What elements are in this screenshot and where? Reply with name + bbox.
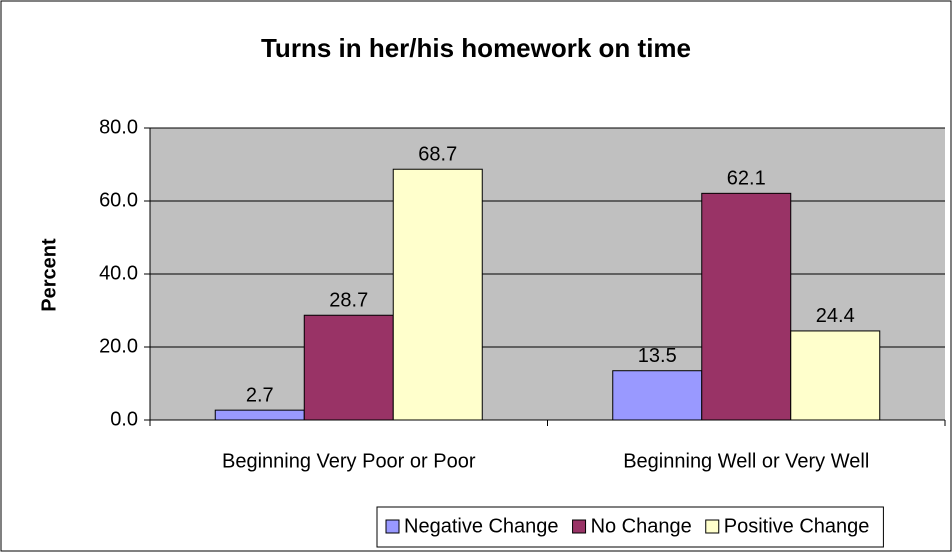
y-tick-label: 20.0 — [99, 335, 138, 357]
legend-label: Negative Change — [404, 515, 559, 537]
y-tick-label: 0.0 — [110, 408, 138, 430]
x-tick-label: Beginning Well or Very Well — [623, 450, 869, 472]
data-label: 28.7 — [329, 290, 368, 312]
data-label: 24.4 — [816, 305, 855, 327]
chart-title: Turns in her/his homework on time — [261, 33, 691, 63]
bar — [701, 192, 792, 421]
data-label: 68.7 — [418, 144, 457, 166]
data-label: 2.7 — [246, 384, 274, 406]
legend-label: No Change — [591, 515, 692, 537]
y-axis-label: Percent — [38, 238, 60, 312]
y-tick-label: 60.0 — [99, 189, 138, 211]
legend-label: Positive Change — [724, 515, 870, 537]
data-label: 62.1 — [727, 168, 766, 190]
bar — [214, 409, 305, 421]
bar — [392, 168, 483, 421]
y-tick-label: 80.0 — [99, 116, 138, 138]
bar — [612, 370, 703, 421]
bar — [303, 314, 394, 421]
legend-swatch — [705, 519, 720, 534]
bar — [790, 330, 881, 421]
x-tick-label: Beginning Very Poor or Poor — [222, 450, 476, 472]
legend-box — [376, 506, 884, 548]
legend-swatch — [572, 519, 587, 534]
legend-swatch — [385, 519, 400, 534]
y-tick-label: 40.0 — [99, 262, 138, 284]
data-label: 13.5 — [638, 345, 677, 367]
